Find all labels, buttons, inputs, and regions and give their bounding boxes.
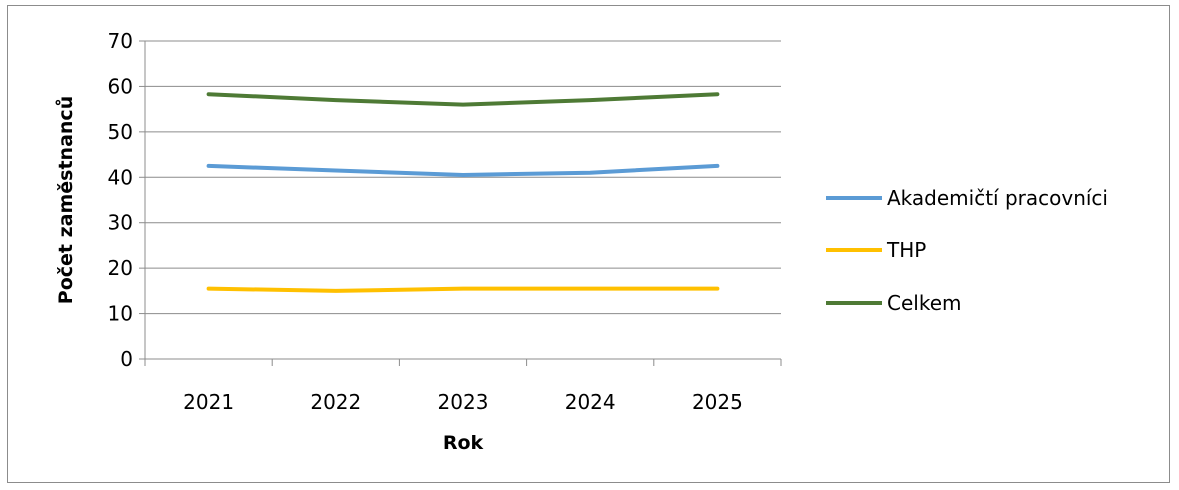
series-line-0 — [206, 163, 720, 177]
x-tick-label: 2021 — [183, 390, 234, 414]
y-tick-label: 40 — [108, 165, 133, 189]
gridlines — [139, 40, 781, 360]
x-tick-labels: 2021 2022 2023 2024 2025 — [183, 390, 743, 414]
y-tick-labels: 0 10 20 30 40 50 60 70 — [108, 29, 133, 371]
y-tick-label: 10 — [108, 302, 133, 326]
y-tick-label: 60 — [108, 74, 133, 98]
chart-frame — [7, 5, 1170, 483]
legend-label: Celkem — [887, 291, 961, 315]
y-tick-label: 0 — [120, 347, 133, 371]
series-line-2 — [206, 92, 720, 107]
x-tick-label: 2022 — [310, 390, 361, 414]
y-tick-label: 30 — [108, 211, 133, 235]
x-tick-label: 2024 — [565, 390, 616, 414]
axes — [144, 41, 782, 366]
x-tick-label: 2025 — [692, 390, 743, 414]
y-axis-title: Počet zaměstnanců — [54, 96, 77, 304]
series-line-1 — [206, 286, 720, 293]
x-tick-label: 2023 — [438, 390, 489, 414]
series-lines — [206, 92, 720, 293]
legend-label: Akademičtí pracovníci — [887, 186, 1108, 210]
legend-label: THP — [886, 238, 926, 262]
y-tick-label: 50 — [108, 120, 133, 144]
y-tick-label: 70 — [108, 29, 133, 53]
x-axis-title: Rok — [443, 432, 484, 454]
legend: Akademičtí pracovníci THP Celkem — [826, 186, 1108, 315]
y-tick-label: 20 — [108, 256, 133, 280]
